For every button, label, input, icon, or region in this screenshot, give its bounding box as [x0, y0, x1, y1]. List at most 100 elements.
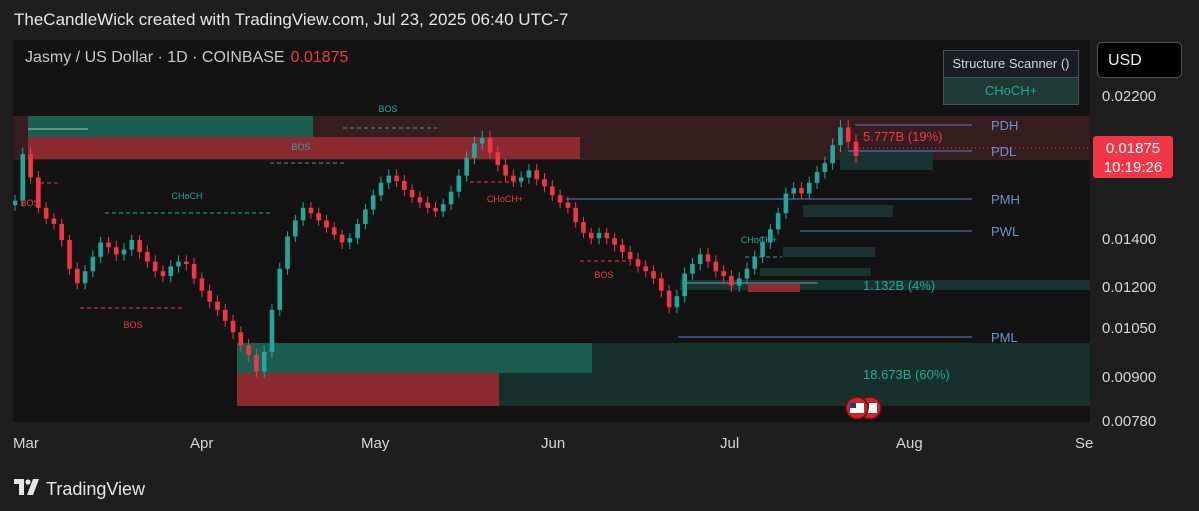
candle-body: [98, 242, 103, 257]
currency-button[interactable]: USD: [1097, 42, 1182, 78]
small-bearish-block: [748, 284, 800, 292]
time-tick-label: Aug: [896, 435, 923, 452]
candle-body: [550, 186, 555, 196]
candle-body: [82, 271, 88, 284]
candle-body: [511, 175, 516, 182]
time-tick-label: Mar: [13, 435, 39, 452]
candle-body: [13, 200, 18, 206]
candle-body: [542, 179, 547, 187]
candle-body: [573, 207, 578, 223]
candle-body: [168, 266, 174, 276]
scanner-signal: CHoCH+: [944, 78, 1078, 104]
candle-body: [417, 197, 423, 203]
candle-body: [113, 247, 119, 255]
tradingview-logo-icon: [14, 478, 40, 500]
bearish-volume-block: [237, 373, 499, 406]
candle-body: [129, 240, 135, 250]
volume-profile-label: 18.673B (60%): [863, 367, 950, 382]
price-axis[interactable]: 0.02200 0.01400 0.01200 0.01050 0.00900 0.007…: [1090, 40, 1199, 430]
candle-body: [184, 261, 189, 264]
candle-body: [176, 261, 181, 267]
candle-body: [557, 195, 563, 203]
candle-body: [90, 256, 96, 272]
candle-body: [425, 202, 431, 208]
lower-demand-zone: [783, 247, 875, 257]
candle-body: [285, 236, 290, 269]
level-label-pwl: PWL: [991, 224, 1019, 239]
candle-body: [635, 259, 641, 267]
candle-body: [254, 355, 259, 372]
structure-label: CHoCH+: [487, 194, 523, 204]
time-axis[interactable]: Mar Apr May Jun Jul Aug Se: [0, 425, 1199, 455]
attribution-text: TheCandleWick created with TradingView.c…: [14, 10, 569, 29]
price-tick-label: 0.01050: [1102, 320, 1157, 337]
candle-body: [487, 138, 493, 153]
candle-body: [612, 238, 617, 245]
candle-body: [604, 232, 610, 239]
candle-body: [464, 157, 469, 176]
candle-body: [355, 223, 360, 239]
candle-body: [269, 309, 275, 352]
candle-body: [744, 268, 750, 279]
time-tick-label: Jun: [541, 435, 566, 452]
bearish-order-block: [28, 137, 580, 159]
candle-body: [448, 191, 454, 205]
structure-label: CHoCH+: [741, 235, 777, 245]
candle-body: [261, 351, 267, 372]
candle-body: [721, 271, 726, 276]
candle-body: [394, 175, 399, 182]
bullish-order-block: [28, 116, 313, 138]
upper-demand-zone: [840, 150, 933, 170]
candle-body: [74, 268, 80, 284]
candle-body: [59, 223, 65, 240]
candle-body: [768, 229, 773, 243]
candle-body: [36, 177, 41, 208]
candle-body: [838, 127, 843, 146]
candle-body: [363, 209, 368, 224]
candle-body: [806, 182, 812, 194]
candle-body: [736, 278, 742, 286]
price-tick-label: 0.02200: [1102, 88, 1157, 105]
structure-label: BOS: [291, 142, 310, 152]
candle-body: [222, 309, 228, 321]
candle-body: [456, 175, 462, 192]
structure-label: BOS: [20, 198, 39, 208]
mid-demand-zone: [803, 205, 893, 217]
event-flag-icon-face: [863, 403, 877, 413]
candle-body: [775, 213, 781, 230]
candle-body: [799, 188, 804, 194]
top-bar: TheCandleWick created with TradingView.c…: [0, 0, 1199, 40]
structure-scanner-panel[interactable]: Structure Scanner () CHoCH+: [943, 50, 1079, 105]
price-tick-label: 0.00780: [1102, 413, 1157, 430]
symbol-title[interactable]: Jasmy / US Dollar · 1D · COINBASE 0.01875: [25, 49, 348, 67]
symbol-last-price: 0.01875: [290, 49, 349, 66]
candle-body: [433, 207, 438, 212]
candle-body: [277, 268, 283, 310]
candle-body: [620, 244, 625, 252]
candle-body: [191, 264, 197, 279]
footer-brand-text: TradingView: [46, 478, 146, 499]
current-price-tag: 0.01875 10:19:26: [1093, 136, 1173, 178]
candle-body: [199, 278, 205, 291]
scanner-title: Structure Scanner (): [944, 51, 1078, 78]
price-tick-label: 0.01400: [1102, 231, 1157, 248]
candle-body: [20, 154, 26, 201]
footer-brand[interactable]: TradingView: [14, 478, 145, 500]
candle-body: [705, 254, 711, 262]
candle-body: [324, 220, 329, 228]
candle-body: [300, 207, 306, 221]
candle-body: [588, 232, 594, 239]
candle-body: [106, 242, 111, 248]
candle-body: [651, 271, 656, 279]
symbol-name: Jasmy / US Dollar · 1D · COINBASE: [25, 49, 285, 66]
candle-body: [472, 143, 477, 158]
level-label-pmh: PMH: [991, 192, 1020, 207]
time-tick-label: Jul: [720, 435, 740, 452]
current-price-value: 0.01875: [1105, 140, 1161, 157]
candle-body: [293, 220, 298, 237]
candle-body: [378, 182, 384, 196]
candle-body: [339, 234, 345, 243]
candle-body: [791, 188, 797, 194]
candle-body: [230, 320, 236, 333]
